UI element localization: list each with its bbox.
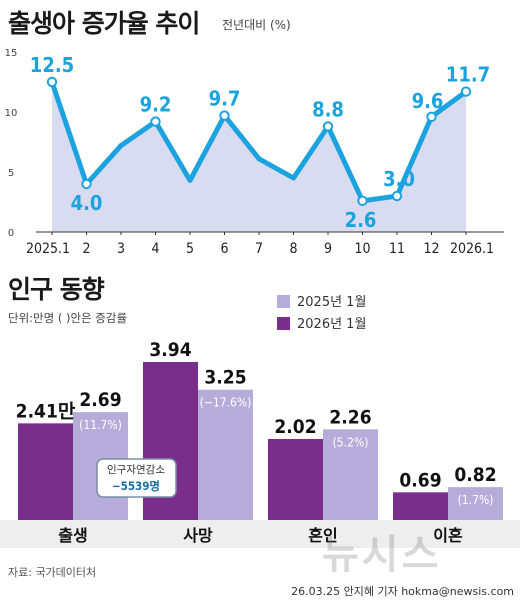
x-tick-label-9: 10 <box>354 241 370 257</box>
line-point-0 <box>46 76 58 88</box>
x-tick-label-2: 3 <box>117 241 125 257</box>
legend-item-2025: 2025년 1월 <box>277 294 366 312</box>
line-chart-title: 출생아 증가율 추이 <box>8 9 200 38</box>
bar-2025-3 <box>448 487 503 520</box>
x-tick-label-10: 11 <box>389 241 405 257</box>
line-point-5 <box>219 110 230 121</box>
line-chart-subtitle: 전년대비 (%) <box>222 18 291 32</box>
line-data-label-10: 3.0 <box>383 167 415 191</box>
line-data-label-1: 4.0 <box>71 191 103 215</box>
x-tick-label-0: 2025.1 <box>26 241 70 257</box>
category-label-0: 출생 <box>58 526 87 545</box>
x-tick-label-7: 8 <box>289 241 297 257</box>
bar-chart-title: 인구 동향 <box>8 275 105 304</box>
y-tick-label-1: 5 <box>8 168 14 179</box>
bar-label-2026-1: 3.94 <box>149 339 191 361</box>
change-label-2: (5.2%) <box>333 435 369 449</box>
bar-chart-unit: 단위:만명 ( )안은 증감률 <box>8 311 128 325</box>
line-point-1 <box>81 178 92 190</box>
watermark-text: 뉴시스 <box>322 532 442 578</box>
bar-label-2025-0: 2.69 <box>79 389 121 411</box>
bar-label-2026-2: 2.02 <box>274 416 316 438</box>
y-tick-label-0: 0 <box>8 228 14 239</box>
legend-label-2025: 2025년 1월 <box>297 295 367 310</box>
line-point-3 <box>150 116 161 127</box>
y-tick-label-2: 10 <box>5 108 18 119</box>
bar-2025-2 <box>323 429 378 520</box>
bar-2025-1 <box>198 389 253 520</box>
line-chart-area <box>52 82 466 232</box>
line-point-10 <box>391 190 403 202</box>
bar-2026-0 <box>18 423 73 520</box>
line-data-label-8: 8.8 <box>312 97 344 121</box>
legend-item-2026: 2026년 1월 <box>277 316 366 334</box>
line-data-label-11: 9.6 <box>412 89 444 113</box>
line-point-8 <box>322 121 334 132</box>
line-data-label-5: 9.7 <box>209 87 241 111</box>
x-tick-label-4: 5 <box>186 241 194 257</box>
x-tick-label-1: 2 <box>82 241 90 257</box>
x-tick-label-11: 12 <box>423 241 439 257</box>
line-chart: 0 5 10 15 12.5 2025.1 4.0 2 3 9.2 4 5 9.7 6 7 8 8.8 9 2.6 1… <box>5 48 504 257</box>
line-data-label-3: 9.2 <box>140 93 172 117</box>
credit-text: 26.03.25 안지혜 기자 hokma@newsis.com <box>291 585 514 598</box>
source-text: 자료: 국가데이터처 <box>8 566 97 579</box>
category-label-1: 사망 <box>183 526 213 545</box>
x-tick-label-3: 4 <box>151 241 159 257</box>
x-tick-label-6: 7 <box>255 241 263 257</box>
callout-label: 인구자연감소 <box>107 464 165 476</box>
category-band <box>0 520 520 548</box>
line-data-label-9: 2.6 <box>345 208 377 232</box>
x-tick-label-12: 2026.1 <box>450 241 494 257</box>
change-label-3: (1.7%) <box>458 493 494 507</box>
legend-label-2026: 2026년 1월 <box>297 317 367 332</box>
bar-label-2026-0: 2.41만 <box>16 400 76 422</box>
bar-2026-1 <box>143 362 198 520</box>
x-tick-label-5: 6 <box>220 241 228 257</box>
bar-label-2026-3: 0.69 <box>399 469 441 491</box>
bar-label-2025-1: 3.25 <box>204 367 246 389</box>
line-point-9 <box>357 195 368 207</box>
bar-label-2025-2: 2.26 <box>329 406 371 428</box>
change-label-1: (−17.6%) <box>200 396 252 410</box>
legend-swatch-2025 <box>277 295 290 308</box>
y-tick-label-3: 15 <box>5 48 18 59</box>
callout-value: −5539명 <box>112 479 160 493</box>
line-data-label-12: 11.7 <box>446 63 490 87</box>
x-tick-label-8: 9 <box>324 241 332 257</box>
legend-swatch-2026 <box>277 317 290 330</box>
line-point-11 <box>426 111 437 123</box>
bar-2025-0 <box>73 412 128 520</box>
bar-label-2025-3: 0.82 <box>454 464 496 486</box>
line-point-12 <box>460 86 472 97</box>
change-label-0: (11.7%) <box>79 418 122 432</box>
callout-box <box>96 458 177 498</box>
bar-2026-2 <box>268 438 323 520</box>
line-data-label-0: 12.5 <box>30 53 74 77</box>
bar-2026-3 <box>393 492 448 520</box>
